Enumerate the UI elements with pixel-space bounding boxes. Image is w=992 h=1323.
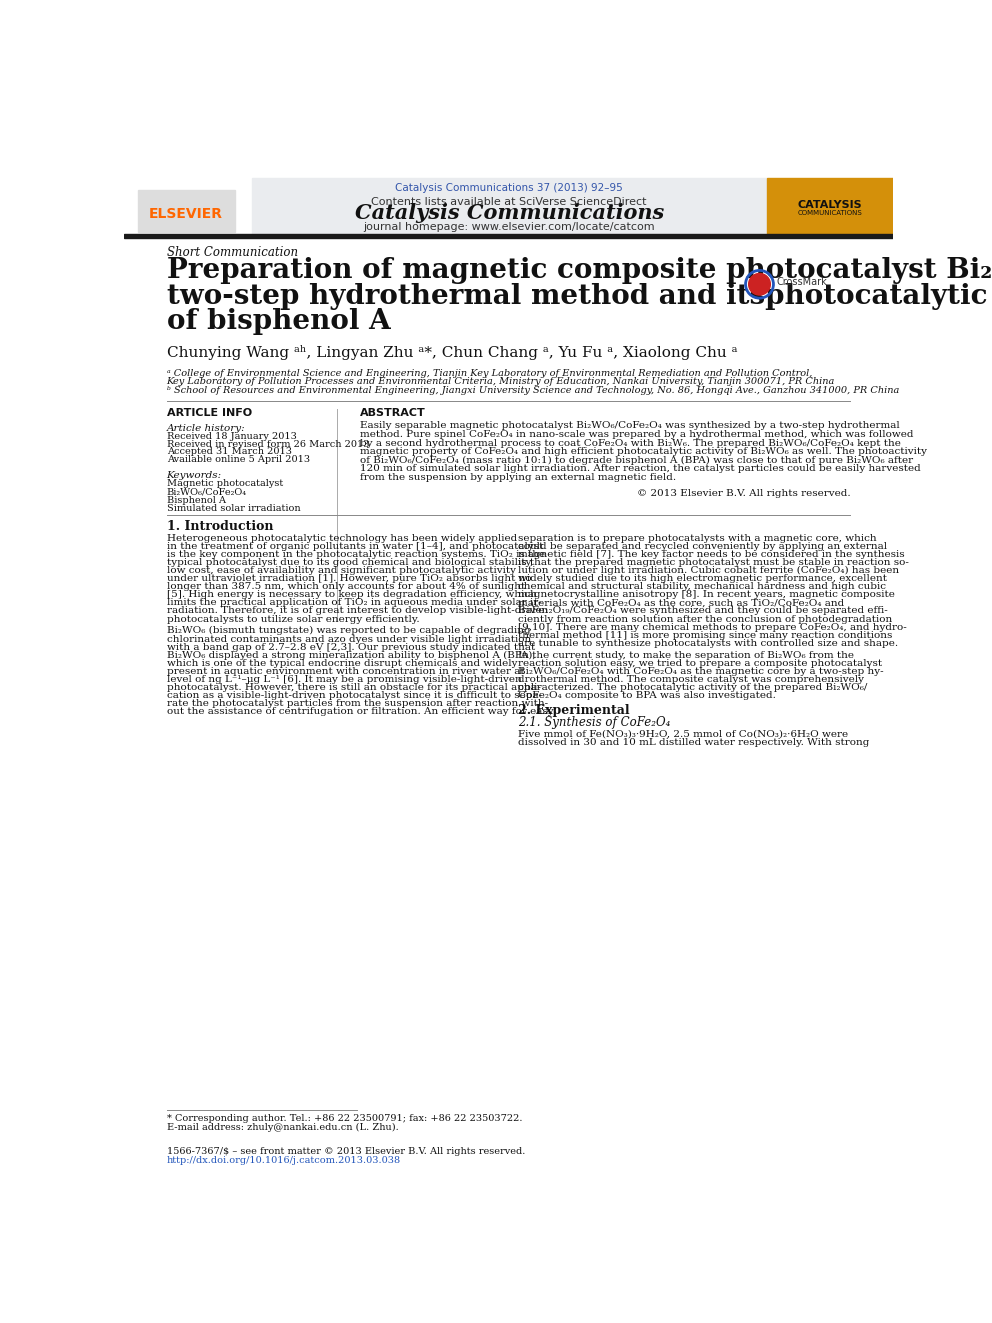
Text: COMMUNICATIONS: COMMUNICATIONS bbox=[798, 209, 862, 216]
Text: in the treatment of organic pollutants in water [1–4], and photocatalyst: in the treatment of organic pollutants i… bbox=[167, 541, 543, 550]
Text: could be separated and recycled conveniently by applying an external: could be separated and recycled convenie… bbox=[518, 541, 887, 550]
Bar bbox=[767, 179, 893, 235]
Text: CATALYSIS: CATALYSIS bbox=[798, 200, 862, 210]
Text: cation as a visible-light-driven photocatalyst since it is difficult to sepa-: cation as a visible-light-driven photoca… bbox=[167, 691, 542, 700]
Text: rate the photocatalyst particles from the suspension after reaction with-: rate the photocatalyst particles from th… bbox=[167, 700, 548, 708]
Text: Heterogeneous photocatalytic technology has been widely applied: Heterogeneous photocatalytic technology … bbox=[167, 533, 517, 542]
Text: thermal method [11] is more promising since many reaction conditions: thermal method [11] is more promising si… bbox=[518, 631, 892, 640]
Text: ELSEVIER: ELSEVIER bbox=[149, 208, 223, 221]
Text: CoFe₂O₄ composite to BPA was also investigated.: CoFe₂O₄ composite to BPA was also invest… bbox=[518, 691, 776, 700]
Text: magnetic field [7]. The key factor needs to be considered in the synthesis: magnetic field [7]. The key factor needs… bbox=[518, 550, 905, 558]
Text: limits the practical application of TiO₂ in aqueous media under solar ir-: limits the practical application of TiO₂… bbox=[167, 598, 542, 607]
Text: typical photocatalyst due to its good chemical and biological stability,: typical photocatalyst due to its good ch… bbox=[167, 558, 533, 568]
Text: chemical and structural stability, mechanical hardness and high cubic: chemical and structural stability, mecha… bbox=[518, 582, 886, 591]
Text: 120 min of simulated solar light irradiation. After reaction, the catalyst parti: 120 min of simulated solar light irradia… bbox=[360, 464, 922, 474]
Bar bbox=[252, 179, 767, 235]
Text: 2.1. Synthesis of CoFe₂O₄: 2.1. Synthesis of CoFe₂O₄ bbox=[518, 716, 670, 729]
Text: two-step hydrothermal method and itsphotocatalytic degradation: two-step hydrothermal method and itsphot… bbox=[167, 283, 992, 310]
Text: Received in revised form 26 March 2013: Received in revised form 26 March 2013 bbox=[167, 439, 369, 448]
Text: separation is to prepare photocatalysts with a magnetic core, which: separation is to prepare photocatalysts … bbox=[518, 533, 876, 542]
Text: widely studied due to its high electromagnetic performance, excellent: widely studied due to its high electroma… bbox=[518, 574, 887, 583]
Text: by a second hydrothermal process to coat CoFe₂O₄ with Bi₂W₆. The prepared Bi₂WO₆: by a second hydrothermal process to coat… bbox=[360, 438, 902, 447]
Text: materials with CoFe₂O₄ as the core, such as TiO₂/CoFe₂O₄ and: materials with CoFe₂O₄ as the core, such… bbox=[518, 598, 844, 607]
Text: journal homepage: www.elsevier.com/locate/catcom: journal homepage: www.elsevier.com/locat… bbox=[363, 222, 655, 233]
Text: Received 18 January 2013: Received 18 January 2013 bbox=[167, 433, 297, 441]
Text: Keywords:: Keywords: bbox=[167, 471, 222, 479]
Text: Easily separable magnetic photocatalyst Bi₂WO₆/CoFe₂O₄ was synthesized by a two-: Easily separable magnetic photocatalyst … bbox=[360, 421, 900, 430]
Text: ᵇ School of Resources and Environmental Engineering, Jiangxi University Science : ᵇ School of Resources and Environmental … bbox=[167, 386, 899, 394]
Text: Bisphenol A: Bisphenol A bbox=[167, 496, 225, 505]
Text: 1. Introduction: 1. Introduction bbox=[167, 520, 273, 533]
Text: Bi₂WO₆/CoFe₂O₄ with CoFe₂O₄ as the magnetic core by a two-step hy-: Bi₂WO₆/CoFe₂O₄ with CoFe₂O₄ as the magne… bbox=[518, 667, 883, 676]
Text: Catalysis Communications: Catalysis Communications bbox=[354, 202, 664, 222]
Bar bbox=[138, 189, 235, 232]
Text: photocatalysts to utilize solar energy efficiently.: photocatalysts to utilize solar energy e… bbox=[167, 614, 420, 623]
Bar bbox=[124, 234, 893, 238]
Text: reaction solution easy, we tried to prepare a composite photocatalyst: reaction solution easy, we tried to prep… bbox=[518, 659, 882, 668]
Text: Simulated solar irradiation: Simulated solar irradiation bbox=[167, 504, 301, 513]
Circle shape bbox=[749, 274, 771, 295]
Text: method. Pure spinel CoFe₂O₄ in nano-scale was prepared by a hydrothermal method,: method. Pure spinel CoFe₂O₄ in nano-scal… bbox=[360, 430, 914, 439]
Text: Accepted 31 March 2013: Accepted 31 March 2013 bbox=[167, 447, 292, 456]
Text: © 2013 Elsevier B.V. All rights reserved.: © 2013 Elsevier B.V. All rights reserved… bbox=[637, 490, 850, 497]
Text: 2. Experimental: 2. Experimental bbox=[518, 704, 629, 717]
Text: ARTICLE INFO: ARTICLE INFO bbox=[167, 407, 252, 418]
Text: Five mmol of Fe(NO₃)₃·9H₂O, 2.5 mmol of Co(NO₃)₂·6H₂O were: Five mmol of Fe(NO₃)₃·9H₂O, 2.5 mmol of … bbox=[518, 730, 848, 740]
Text: Magnetic photocatalyst: Magnetic photocatalyst bbox=[167, 479, 283, 488]
Text: CrossMark: CrossMark bbox=[777, 277, 827, 287]
Text: Available online 5 April 2013: Available online 5 April 2013 bbox=[167, 455, 310, 464]
Text: which is one of the typical endocrine disrupt chemicals and widely: which is one of the typical endocrine di… bbox=[167, 659, 517, 668]
Text: of Bi₂WO₆/CoFe₂O₄ (mass ratio 10:1) to degrade bisphenol A (BPA) was close to th: of Bi₂WO₆/CoFe₂O₄ (mass ratio 10:1) to d… bbox=[360, 455, 914, 464]
Text: under ultraviolet irradiation [1]. However, pure TiO₂ absorbs light no: under ultraviolet irradiation [1]. Howev… bbox=[167, 574, 532, 583]
Text: with a band gap of 2.7–2.8 eV [2,3]. Our previous study indicated that: with a band gap of 2.7–2.8 eV [2,3]. Our… bbox=[167, 643, 535, 652]
Text: level of ng L⁻¹–μg L⁻¹ [6]. It may be a promising visible-light-driven: level of ng L⁻¹–μg L⁻¹ [6]. It may be a … bbox=[167, 675, 522, 684]
Text: is that the prepared magnetic photocatalyst must be stable in reaction so-: is that the prepared magnetic photocatal… bbox=[518, 558, 909, 568]
Text: characterized. The photocatalytic activity of the prepared Bi₂WO₆/: characterized. The photocatalytic activi… bbox=[518, 683, 867, 692]
Text: Catalysis Communications 37 (2013) 92–95: Catalysis Communications 37 (2013) 92–95 bbox=[395, 183, 622, 193]
Text: Bi₂WO₆/CoFe₂O₄: Bi₂WO₆/CoFe₂O₄ bbox=[167, 487, 247, 496]
Text: 1566-7367/$ – see front matter © 2013 Elsevier B.V. All rights reserved.: 1566-7367/$ – see front matter © 2013 El… bbox=[167, 1147, 525, 1156]
Text: out the assistance of centrifugation or filtration. An efficient way for easy: out the assistance of centrifugation or … bbox=[167, 708, 554, 716]
Text: Bi₂WO₆ (bismuth tungstate) was reported to be capable of degrading: Bi₂WO₆ (bismuth tungstate) was reported … bbox=[167, 626, 531, 635]
Text: Contents lists available at SciVerse ScienceDirect: Contents lists available at SciVerse Sci… bbox=[371, 197, 647, 206]
Text: http://dx.doi.org/10.1016/j.catcom.2013.03.038: http://dx.doi.org/10.1016/j.catcom.2013.… bbox=[167, 1156, 401, 1164]
Text: [5]. High energy is necessary to keep its degradation efficiency, which: [5]. High energy is necessary to keep it… bbox=[167, 590, 537, 599]
Text: BaFe₁₂O₁₉/CoFe₂O₄ were synthesized and they could be separated effi-: BaFe₁₂O₁₉/CoFe₂O₄ were synthesized and t… bbox=[518, 606, 888, 615]
Text: Short Communication: Short Communication bbox=[167, 246, 298, 259]
Text: are tunable to synthesize photocatalysts with controlled size and shape.: are tunable to synthesize photocatalysts… bbox=[518, 639, 898, 648]
Text: Key Laboratory of Pollution Processes and Environmental Criteria, Ministry of Ed: Key Laboratory of Pollution Processes an… bbox=[167, 377, 835, 386]
Text: dissolved in 30 and 10 mL distilled water respectively. With strong: dissolved in 30 and 10 mL distilled wate… bbox=[518, 738, 869, 747]
Text: ciently from reaction solution after the conclusion of photodegradation: ciently from reaction solution after the… bbox=[518, 614, 892, 623]
Text: magnetocrystalline anisotropy [8]. In recent years, magnetic composite: magnetocrystalline anisotropy [8]. In re… bbox=[518, 590, 895, 599]
Text: chlorinated contaminants and azo dyes under visible light irradiation: chlorinated contaminants and azo dyes un… bbox=[167, 635, 531, 643]
Text: from the suspension by applying an external magnetic field.: from the suspension by applying an exter… bbox=[360, 474, 677, 482]
Text: longer than 387.5 nm, which only accounts for about 4% of sunlight: longer than 387.5 nm, which only account… bbox=[167, 582, 525, 591]
Text: Article history:: Article history: bbox=[167, 423, 245, 433]
Text: radiation. Therefore, it is of great interest to develop visible-light-driven: radiation. Therefore, it is of great int… bbox=[167, 606, 548, 615]
Text: Preparation of magnetic composite photocatalyst Bi₂WO₆/CoFe₂O₄by: Preparation of magnetic composite photoc… bbox=[167, 257, 992, 284]
Bar bbox=[124, 179, 252, 235]
Text: present in aquatic environment with concentration in river water at: present in aquatic environment with conc… bbox=[167, 667, 524, 676]
Text: lution or under light irradiation. Cubic cobalt ferrite (CoFe₂O₄) has been: lution or under light irradiation. Cubic… bbox=[518, 566, 899, 576]
Text: of bisphenol A: of bisphenol A bbox=[167, 308, 391, 335]
Text: E-mail address: zhuly@nankai.edu.cn (L. Zhu).: E-mail address: zhuly@nankai.edu.cn (L. … bbox=[167, 1123, 399, 1131]
Text: Bi₂WO₆ displayed a strong mineralization ability to bisphenol A (BPA),: Bi₂WO₆ displayed a strong mineralization… bbox=[167, 651, 536, 660]
Text: [9,10]. There are many chemical methods to prepare CoFe₂O₄, and hydro-: [9,10]. There are many chemical methods … bbox=[518, 623, 907, 631]
Text: Chunying Wang ᵃʰ, Lingyan Zhu ᵃ*, Chun Chang ᵃ, Yu Fu ᵃ, Xiaolong Chu ᵃ: Chunying Wang ᵃʰ, Lingyan Zhu ᵃ*, Chun C… bbox=[167, 345, 737, 360]
Text: low cost, ease of availability and significant photocatalytic activity: low cost, ease of availability and signi… bbox=[167, 566, 516, 576]
Text: ᵃ College of Environmental Science and Engineering, Tianjin Key Laboratory of En: ᵃ College of Environmental Science and E… bbox=[167, 369, 812, 378]
Text: photocatalyst. However, there is still an obstacle for its practical appli-: photocatalyst. However, there is still a… bbox=[167, 683, 541, 692]
Text: ABSTRACT: ABSTRACT bbox=[360, 407, 427, 418]
Text: drothermal method. The composite catalyst was comprehensively: drothermal method. The composite catalys… bbox=[518, 675, 864, 684]
Text: is the key component in the photocatalytic reaction systems. TiO₂ is the: is the key component in the photocatalyt… bbox=[167, 550, 545, 558]
Text: magnetic property of CoFe₂O₄ and high efficient photocatalytic activity of Bi₂WO: magnetic property of CoFe₂O₄ and high ef… bbox=[360, 447, 928, 456]
Text: In the current study, to make the separation of Bi₂WO₆ from the: In the current study, to make the separa… bbox=[518, 651, 854, 660]
Text: * Corresponding author. Tel.: +86 22 23500791; fax: +86 22 23503722.: * Corresponding author. Tel.: +86 22 235… bbox=[167, 1114, 522, 1123]
